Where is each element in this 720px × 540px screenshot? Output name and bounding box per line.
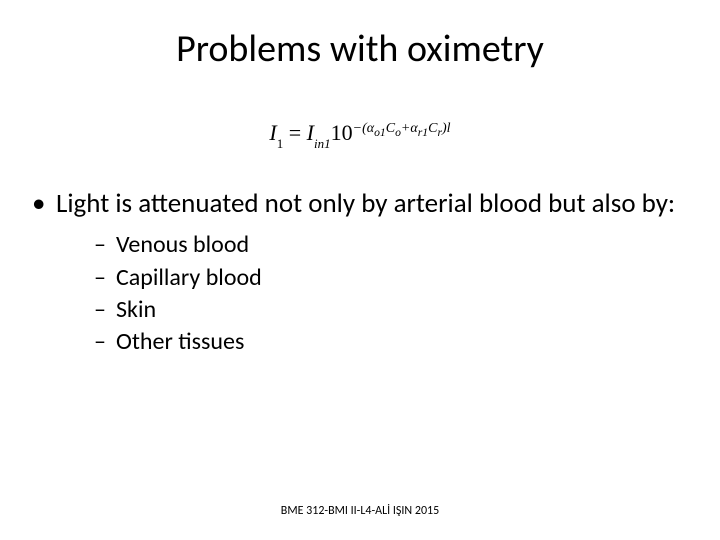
eq-c1: C <box>386 121 395 136</box>
slide: Problems with oximetry I1 = Iin110−(αo1C… <box>0 0 720 540</box>
sub-item-text: Other tissues <box>116 327 244 356</box>
eq-lhs-var: I <box>269 120 276 145</box>
eq-plus: + <box>401 121 410 136</box>
eq-base: 10 <box>331 120 353 145</box>
slide-title: Problems with oximetry <box>0 26 720 72</box>
slide-footer: BME 312-BMI II-L4-ALİ IŞIN 2015 <box>0 504 720 518</box>
bullet-text: Light is attenuated not only by arterial… <box>56 187 675 220</box>
eq-exponent: −(αo1Co+αr1Cr)l <box>353 121 451 136</box>
eq-ell: l <box>447 121 451 136</box>
sub-bullet-list: Venous blood Capillary blood Skin Other … <box>94 229 720 359</box>
equation-block: I1 = Iin110−(αo1Co+αr1Cr)l <box>0 120 720 149</box>
eq-a1sub: o1 <box>374 125 386 138</box>
eq-rhs-sub: in1 <box>314 136 331 151</box>
eq-exp-prefix: −( <box>353 121 367 136</box>
eq-a1: α <box>367 121 374 136</box>
sub-item-text: Skin <box>116 295 156 324</box>
eq-a2sub: r1 <box>418 125 428 138</box>
sub-item-text: Venous blood <box>116 230 249 259</box>
eq-rhs-var: I <box>307 120 314 145</box>
sub-item: Venous blood <box>94 229 720 261</box>
main-bullet-list: Light is attenuated not only by arterial… <box>32 187 720 358</box>
sub-item: Capillary blood <box>94 262 720 294</box>
eq-lhs-sub: 1 <box>277 136 284 151</box>
sub-item: Skin <box>94 294 720 326</box>
eq-a2: α <box>410 121 417 136</box>
bullet-item: Light is attenuated not only by arterial… <box>32 187 720 358</box>
eq-equals: = <box>283 120 306 145</box>
sub-item-text: Capillary blood <box>116 263 262 292</box>
sub-item: Other tissues <box>94 326 720 358</box>
